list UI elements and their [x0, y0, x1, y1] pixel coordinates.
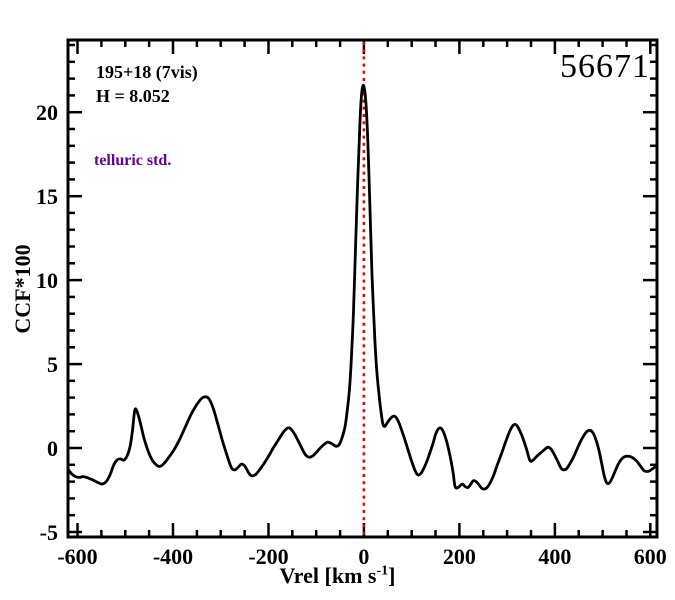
x-tick-label: -200 — [248, 544, 288, 569]
x-tick-label: 0 — [358, 544, 369, 569]
x-tick-label: 200 — [443, 544, 476, 569]
x-axis-title-bracket: ] — [388, 563, 396, 588]
x-tick-label: -400 — [153, 544, 193, 569]
x-axis-title-superscript: -1 — [376, 563, 389, 579]
ccf-curve — [66, 83, 659, 491]
y-tick-label: 10 — [36, 268, 58, 293]
telluric-std-label: telluric std. — [94, 152, 172, 169]
observation-number-label: 56671 — [560, 48, 650, 85]
x-tick-label: -600 — [57, 544, 97, 569]
x-axis-title: Vrel [km s-1] — [0, 563, 675, 589]
x-tick-label: 400 — [538, 544, 571, 569]
y-tick-label: 20 — [36, 100, 58, 125]
y-axis-title: CCF*100 — [10, 244, 35, 334]
h-magnitude-label: H = 8.052 — [96, 86, 170, 106]
x-tick-label: 600 — [634, 544, 667, 569]
plot-frame — [66, 38, 659, 539]
y-tick-label: -5 — [40, 520, 58, 545]
y-tick-label: 0 — [47, 436, 58, 461]
y-tick-label: 5 — [47, 352, 58, 377]
y-tick-label: 15 — [36, 184, 58, 209]
target-id-label: 195+18 (7vis) — [96, 62, 198, 82]
x-axis-title-text: Vrel [km s — [279, 563, 377, 588]
